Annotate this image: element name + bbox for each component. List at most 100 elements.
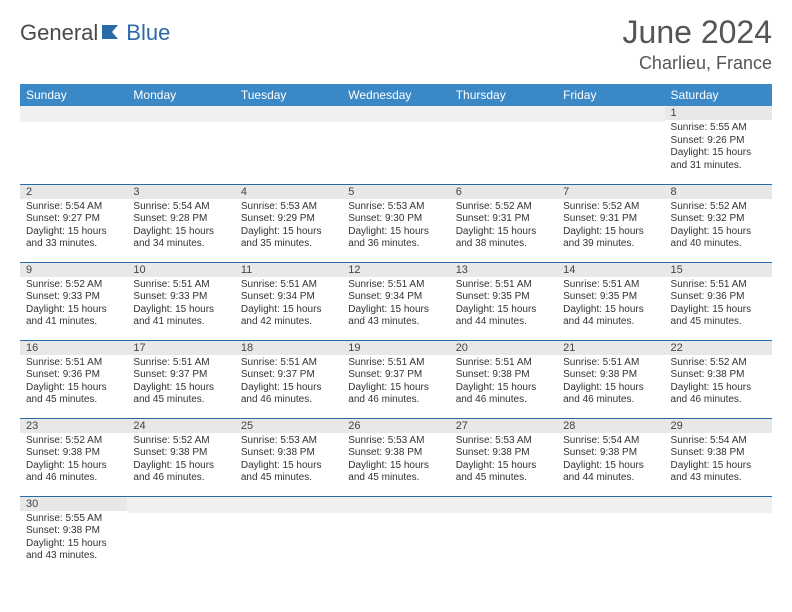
sunset-label: Sunset: xyxy=(563,213,597,224)
sunset-value: 9:37 PM xyxy=(278,369,315,380)
calendar-cell xyxy=(342,496,449,574)
sunrise-label: Sunrise: xyxy=(671,279,708,290)
calendar-cell: 11Sunrise: 5:51 AMSunset: 9:34 PMDayligh… xyxy=(235,262,342,340)
sunrise-line: Sunrise: 5:51 AM xyxy=(671,279,766,292)
day-details: Sunrise: 5:52 AMSunset: 9:38 PMDaylight:… xyxy=(665,355,772,411)
sunset-line: Sunset: 9:38 PM xyxy=(671,369,766,382)
sunrise-line: Sunrise: 5:55 AM xyxy=(26,513,121,526)
sunrise-line: Sunrise: 5:51 AM xyxy=(133,357,228,370)
day-details: Sunrise: 5:53 AMSunset: 9:38 PMDaylight:… xyxy=(450,433,557,489)
daylight-label: Daylight: xyxy=(241,226,280,237)
calendar-week: 30Sunrise: 5:55 AMSunset: 9:38 PMDayligh… xyxy=(20,496,772,574)
day-number: 29 xyxy=(665,419,772,433)
daylight-line: Daylight: 15 hours and 38 minutes. xyxy=(456,226,551,251)
sunrise-line: Sunrise: 5:51 AM xyxy=(241,279,336,292)
sunrise-line: Sunrise: 5:51 AM xyxy=(241,357,336,370)
sunset-value: 9:38 PM xyxy=(63,525,100,536)
day-details: Sunrise: 5:54 AMSunset: 9:38 PMDaylight:… xyxy=(557,433,664,489)
sunrise-line: Sunrise: 5:52 AM xyxy=(26,435,121,448)
sunrise-label: Sunrise: xyxy=(241,279,278,290)
day-number: 1 xyxy=(665,106,772,120)
sunrise-value: 5:53 AM xyxy=(388,435,425,446)
sunset-line: Sunset: 9:32 PM xyxy=(671,213,766,226)
brand-part1: General xyxy=(20,20,98,46)
calendar-cell: 20Sunrise: 5:51 AMSunset: 9:38 PMDayligh… xyxy=(450,340,557,418)
daylight-line: Daylight: 15 hours and 44 minutes. xyxy=(563,460,658,485)
sunrise-line: Sunrise: 5:51 AM xyxy=(133,279,228,292)
sunrise-value: 5:51 AM xyxy=(173,357,210,368)
sunrise-line: Sunrise: 5:51 AM xyxy=(456,357,551,370)
sunset-label: Sunset: xyxy=(133,291,167,302)
daylight-line: Daylight: 15 hours and 42 minutes. xyxy=(241,304,336,329)
sunset-value: 9:32 PM xyxy=(707,213,744,224)
day-details: Sunrise: 5:51 AMSunset: 9:34 PMDaylight:… xyxy=(235,277,342,333)
sunset-line: Sunset: 9:35 PM xyxy=(563,291,658,304)
daylight-label: Daylight: xyxy=(241,304,280,315)
sunset-value: 9:33 PM xyxy=(170,291,207,302)
sunset-value: 9:38 PM xyxy=(385,447,422,458)
sunset-label: Sunset: xyxy=(456,447,490,458)
daylight-line: Daylight: 15 hours and 46 minutes. xyxy=(26,460,121,485)
flag-icon xyxy=(102,23,124,44)
daylight-line: Daylight: 15 hours and 40 minutes. xyxy=(671,226,766,251)
day-number: 8 xyxy=(665,185,772,199)
calendar-week: 16Sunrise: 5:51 AMSunset: 9:36 PMDayligh… xyxy=(20,340,772,418)
sunset-line: Sunset: 9:38 PM xyxy=(26,525,121,538)
daylight-label: Daylight: xyxy=(563,382,602,393)
daylight-line: Daylight: 15 hours and 43 minutes. xyxy=(26,538,121,563)
daylight-line: Daylight: 15 hours and 46 minutes. xyxy=(456,382,551,407)
day-number: 23 xyxy=(20,419,127,433)
sunrise-label: Sunrise: xyxy=(241,201,278,212)
day-details: Sunrise: 5:55 AMSunset: 9:26 PMDaylight:… xyxy=(665,120,772,176)
sunset-value: 9:34 PM xyxy=(278,291,315,302)
daylight-line: Daylight: 15 hours and 45 minutes. xyxy=(456,460,551,485)
daylight-line: Daylight: 15 hours and 46 minutes. xyxy=(133,460,228,485)
day-details: Sunrise: 5:51 AMSunset: 9:36 PMDaylight:… xyxy=(665,277,772,333)
calendar-cell: 25Sunrise: 5:53 AMSunset: 9:38 PMDayligh… xyxy=(235,418,342,496)
sunrise-line: Sunrise: 5:51 AM xyxy=(563,357,658,370)
calendar-cell xyxy=(557,496,664,574)
day-number-empty xyxy=(342,497,449,513)
calendar-cell: 13Sunrise: 5:51 AMSunset: 9:35 PMDayligh… xyxy=(450,262,557,340)
daylight-line: Daylight: 15 hours and 36 minutes. xyxy=(348,226,443,251)
day-number-empty xyxy=(342,106,449,122)
calendar-cell: 4Sunrise: 5:53 AMSunset: 9:29 PMDaylight… xyxy=(235,184,342,262)
sunset-value: 9:38 PM xyxy=(600,447,637,458)
sunrise-label: Sunrise: xyxy=(26,513,63,524)
day-number: 7 xyxy=(557,185,664,199)
sunrise-line: Sunrise: 5:54 AM xyxy=(671,435,766,448)
sunrise-value: 5:51 AM xyxy=(495,279,532,290)
sunset-value: 9:28 PM xyxy=(170,213,207,224)
day-details: Sunrise: 5:51 AMSunset: 9:38 PMDaylight:… xyxy=(557,355,664,411)
daylight-label: Daylight: xyxy=(671,382,710,393)
sunset-label: Sunset: xyxy=(348,369,382,380)
calendar-cell: 6Sunrise: 5:52 AMSunset: 9:31 PMDaylight… xyxy=(450,184,557,262)
sunset-label: Sunset: xyxy=(671,213,705,224)
sunrise-label: Sunrise: xyxy=(563,435,600,446)
sunrise-label: Sunrise: xyxy=(241,357,278,368)
sunrise-line: Sunrise: 5:52 AM xyxy=(563,201,658,214)
day-number: 14 xyxy=(557,263,664,277)
sunset-label: Sunset: xyxy=(671,291,705,302)
day-number: 26 xyxy=(342,419,449,433)
day-number: 18 xyxy=(235,341,342,355)
day-number-empty xyxy=(235,106,342,122)
sunset-value: 9:35 PM xyxy=(492,291,529,302)
calendar-cell: 18Sunrise: 5:51 AMSunset: 9:37 PMDayligh… xyxy=(235,340,342,418)
daylight-line: Daylight: 15 hours and 46 minutes. xyxy=(671,382,766,407)
sunrise-value: 5:52 AM xyxy=(173,435,210,446)
sunset-line: Sunset: 9:30 PM xyxy=(348,213,443,226)
sunrise-value: 5:52 AM xyxy=(710,357,747,368)
sunrise-label: Sunrise: xyxy=(671,435,708,446)
sunrise-value: 5:52 AM xyxy=(603,201,640,212)
day-number-empty xyxy=(450,106,557,122)
location-label: Charlieu, France xyxy=(623,53,772,74)
sunrise-label: Sunrise: xyxy=(563,279,600,290)
calendar-cell: 21Sunrise: 5:51 AMSunset: 9:38 PMDayligh… xyxy=(557,340,664,418)
calendar-cell: 12Sunrise: 5:51 AMSunset: 9:34 PMDayligh… xyxy=(342,262,449,340)
day-number: 16 xyxy=(20,341,127,355)
day-details: Sunrise: 5:52 AMSunset: 9:33 PMDaylight:… xyxy=(20,277,127,333)
weekday-header: Thursday xyxy=(450,84,557,106)
calendar-cell: 22Sunrise: 5:52 AMSunset: 9:38 PMDayligh… xyxy=(665,340,772,418)
daylight-label: Daylight: xyxy=(133,460,172,471)
